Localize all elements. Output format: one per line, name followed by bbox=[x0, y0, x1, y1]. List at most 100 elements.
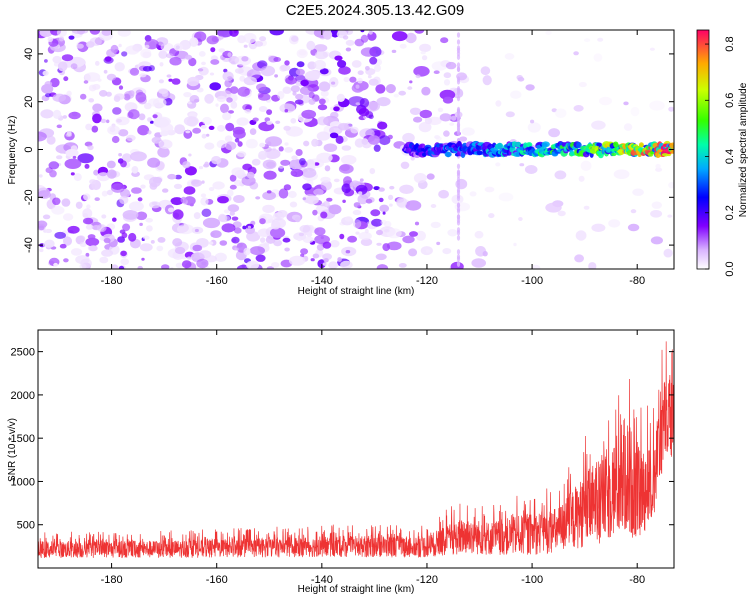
spectrogram-cell bbox=[129, 151, 147, 162]
spectrogram-cell bbox=[433, 70, 440, 74]
spectrogram-cell bbox=[117, 30, 131, 37]
spectrogram-cell bbox=[531, 264, 541, 269]
spectrogram-cell bbox=[128, 109, 140, 120]
spectrogram-cell bbox=[367, 74, 372, 79]
spectrogram-cell bbox=[173, 43, 184, 51]
spectrogram-cell bbox=[189, 95, 200, 104]
spectrogram-cell bbox=[456, 230, 461, 236]
spectrogram-cell bbox=[393, 93, 399, 98]
spectrogram-cell bbox=[454, 202, 471, 212]
spectrogram-cell bbox=[275, 120, 281, 125]
spectrogram-cell bbox=[378, 187, 385, 192]
spectrogram-cell bbox=[294, 216, 301, 223]
spectrogram-cell bbox=[174, 174, 182, 180]
spectrogram-cell bbox=[369, 56, 378, 65]
spectrogram-cell bbox=[172, 209, 184, 220]
spectrogram-cell bbox=[252, 117, 259, 122]
spectrogram-cell bbox=[632, 188, 644, 196]
spectrogram-cell bbox=[456, 169, 461, 175]
spectrogram-cell bbox=[355, 84, 360, 89]
spectrogram-cell bbox=[202, 116, 212, 125]
spectrogram-cell bbox=[154, 116, 171, 127]
spectrogram-cell bbox=[121, 153, 132, 163]
spectrogram-cell bbox=[260, 65, 276, 77]
spectrogram-cell bbox=[358, 191, 363, 196]
spectrogram-cell bbox=[205, 255, 218, 263]
spectrogram-cell bbox=[112, 217, 117, 222]
spectrogram-cell bbox=[258, 150, 268, 160]
spectrogram-cell bbox=[185, 54, 192, 60]
spectrogram-cell bbox=[99, 256, 109, 264]
spectrogram-cell bbox=[198, 166, 204, 170]
spectrogram-cell bbox=[237, 86, 250, 97]
spectrogram-cell bbox=[68, 35, 75, 40]
spectrogram-cell bbox=[149, 176, 161, 188]
spectrogram-cell bbox=[557, 210, 566, 217]
spectrogram-cell bbox=[246, 260, 259, 269]
spectrogram-cell bbox=[402, 235, 415, 244]
spectrogram-cell bbox=[196, 258, 209, 269]
spectrogram-cell bbox=[265, 136, 283, 147]
snr-y-axis-label: SNR (10 * v/v) bbox=[7, 418, 18, 482]
spectrogram-cell bbox=[85, 224, 94, 230]
spectrogram-cell bbox=[177, 224, 194, 235]
spectrogram-cell bbox=[95, 60, 100, 66]
spectrogram-cell bbox=[147, 98, 160, 107]
spectrogram-cell bbox=[201, 61, 206, 66]
spectrogram-cell bbox=[63, 258, 69, 263]
spectrogram-cell bbox=[554, 170, 567, 180]
spectrogram-cell bbox=[386, 241, 402, 251]
spectrogram-cell bbox=[224, 79, 232, 88]
spectrogram-cell bbox=[200, 197, 209, 206]
spectrogram-cell bbox=[360, 30, 365, 33]
spectrogram-cell bbox=[158, 139, 173, 149]
snr-background bbox=[38, 330, 674, 568]
spectrogram-cell bbox=[259, 218, 266, 225]
spectrogram-cell bbox=[323, 30, 333, 40]
spectrogram-cell bbox=[234, 138, 240, 143]
spectrogram-cell bbox=[456, 235, 461, 241]
spectrogram-cell bbox=[655, 167, 663, 172]
spectrogram-cell bbox=[283, 125, 291, 131]
spectrogram-cell bbox=[300, 79, 309, 87]
spectrogram-cell bbox=[611, 152, 617, 157]
spectrogram-cell bbox=[482, 251, 488, 257]
spectrogram-cell bbox=[49, 170, 57, 178]
spectrogram-cell bbox=[668, 182, 674, 189]
spectrogram-cell bbox=[437, 107, 444, 113]
spectrogram-cell bbox=[297, 238, 302, 242]
spectrogram-cell bbox=[143, 235, 150, 240]
spectrogram-cell bbox=[368, 30, 373, 35]
spectrogram-cell bbox=[649, 100, 665, 111]
spectrogram-cell bbox=[229, 174, 237, 182]
spectrogram-cell bbox=[249, 128, 257, 136]
spectrogram-cell bbox=[138, 113, 146, 121]
spectrogram-cell bbox=[425, 249, 430, 253]
spectrogram-cell bbox=[338, 122, 350, 131]
spectrogram-cell bbox=[280, 64, 291, 71]
spectrogram-cell bbox=[131, 187, 142, 194]
spectrogram-cell bbox=[223, 68, 228, 73]
spectrogram-cell bbox=[156, 37, 169, 46]
spectrogram-cell bbox=[456, 206, 461, 212]
spectrogram-cell bbox=[300, 253, 305, 258]
spectrogram-cell bbox=[279, 103, 296, 113]
spectrogram-cell bbox=[248, 72, 252, 77]
spectrogram-cell bbox=[161, 264, 170, 269]
spectrogram-cell bbox=[54, 231, 66, 239]
spectrogram-cell bbox=[402, 132, 415, 143]
spectrogram-cell bbox=[299, 225, 311, 233]
spectrogram-cell bbox=[345, 250, 351, 254]
spectrogram-panel: -180 -160 -140 -120 -100 -80 -40 -20 0 20 40 Heigh… bbox=[7, 29, 675, 297]
colorbar-tick-label: 0.0 bbox=[724, 261, 736, 276]
spectrogram-cell bbox=[408, 248, 418, 257]
spectrogram-cell bbox=[545, 202, 562, 213]
spectrogram-cell bbox=[344, 216, 353, 222]
spectrogram-cell bbox=[140, 48, 152, 59]
spectrogram-cell bbox=[308, 98, 316, 105]
spectrogram-cell bbox=[145, 218, 153, 223]
spectrogram-cell bbox=[608, 219, 621, 228]
spectrogram-cell bbox=[96, 172, 110, 182]
spectrogram-cell bbox=[262, 159, 277, 170]
spectrogram-cell bbox=[419, 109, 432, 119]
